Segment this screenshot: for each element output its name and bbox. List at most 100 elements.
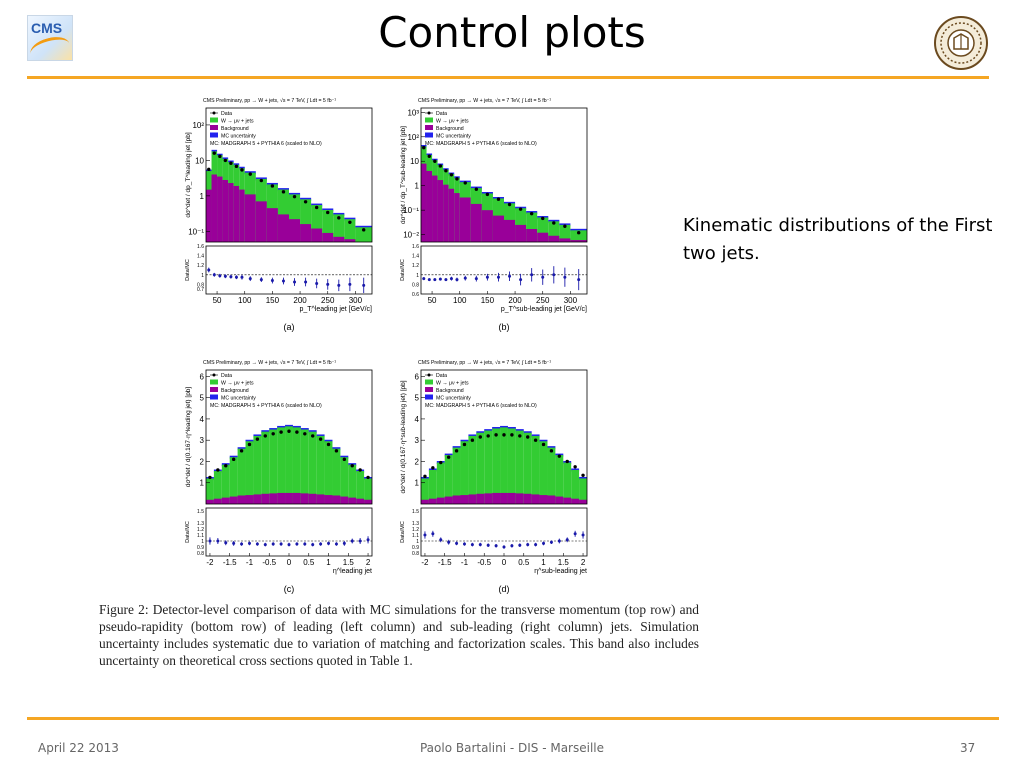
data-point [326,442,331,447]
signal-bar [571,469,580,504]
signal-bar [452,447,461,504]
background-bar [324,495,333,504]
ratio-point [455,541,459,545]
x-tick-label: -1 [246,558,254,567]
ratio-point [234,275,238,279]
data-point [229,161,233,165]
ratio-point [223,274,227,278]
ratio-tick-label: 1.2 [412,527,419,533]
background-bar [289,219,301,242]
legend-marker [427,111,431,115]
x-axis-label: p_T^sub-leading jet [GeV/c] [501,306,587,313]
ratio-axis-label: Data/MC [400,259,406,281]
y-tick-label: 2 [200,457,205,466]
ratio-tick-label: 1 [416,273,419,279]
background-bar [322,232,334,242]
y-axis-label: dσ^det / dp_T^leading jet [pb] [185,132,192,217]
ratio-point [240,542,244,546]
ratio-point [455,278,459,282]
background-bar [443,184,449,242]
background-bar [222,179,229,242]
data-point [303,200,308,204]
y-tick-label: 1 [415,182,420,191]
data-point [350,464,354,468]
data-point [279,430,283,434]
background-bar [244,194,256,242]
data-point [362,228,366,232]
background-bar [277,492,286,504]
x-tick-label: -2 [421,558,429,567]
y-tick-label: 3 [415,436,420,445]
ratio-point [216,539,220,543]
legend-marker [427,373,431,377]
signal-bar [507,428,516,504]
x-tick-label: -0.5 [477,558,491,567]
ratio-point [508,274,512,278]
footer-divider [27,717,999,720]
legend-swatch [425,387,433,392]
cms-logo-icon: CMS [27,15,73,64]
data-point [292,194,297,199]
signal-bar [206,478,214,504]
figure-header: CMS Preliminary, pp → W + jets, √s = 7 T… [203,359,336,366]
x-tick-label: 150 [266,296,280,305]
ratio-tick-label: 1.1 [412,533,419,539]
figure-panels: CMS Preliminary, pp → W + jets, √s = 7 T… [185,97,588,594]
y-tick-label: 10 [410,157,419,166]
background-bar [228,183,234,242]
legend-swatch [210,117,218,123]
data-point [295,430,299,434]
footer-author: Paolo Bartalini - DIS - Marseille [419,741,605,755]
footer-page-number: 37 [960,741,976,755]
signal-bar [355,227,372,242]
ratio-point [573,532,577,536]
background-bar [459,197,471,242]
signal-bar [548,221,560,242]
ratio-point [478,543,482,547]
data-point [557,454,562,458]
legend-label: Background [436,388,464,394]
signal-bar [333,214,345,242]
ratio-point [431,532,435,536]
background-bar [539,495,548,504]
background-bar [444,496,453,504]
ratio-point [255,542,259,546]
data-point [208,475,212,480]
x-tick-label: 1 [541,558,546,567]
panel-tag: (a) [284,322,295,332]
ratio-tick-label: 0.8 [412,282,419,288]
signal-bar [484,430,493,504]
data-point [431,466,435,470]
background-bar [308,493,317,504]
background-bar [571,498,580,504]
ratio-tick-label: 0.8 [197,551,204,557]
background-bar [481,210,493,242]
data-point [563,224,567,228]
ratio-plot-frame [205,507,373,557]
legend-label: MC uncertainty [221,396,256,402]
signal-bar [300,429,309,504]
data-point [533,438,538,442]
data-point [478,435,482,439]
data-point [334,449,339,453]
background-bar [492,215,504,242]
data-point [216,468,220,472]
background-bar [484,493,493,504]
x-axis-label: p_T^leading jet [GeV/c] [299,306,372,313]
signal-bar [300,199,312,242]
signal-bar [515,430,524,504]
y-tick-label: 2 [415,457,420,466]
signal-bar [531,435,540,504]
background-bar [333,236,345,242]
signal-bar [539,441,548,504]
data-point [541,216,545,221]
legend-swatch [425,394,433,400]
ratio-point [326,282,330,286]
data-point [507,202,512,207]
background-bar [206,499,214,504]
ratio-point [319,542,323,546]
data-point [287,429,291,433]
ratio-point [207,268,211,272]
y-tick-label: 4 [200,415,205,424]
signal-bar [523,432,532,504]
